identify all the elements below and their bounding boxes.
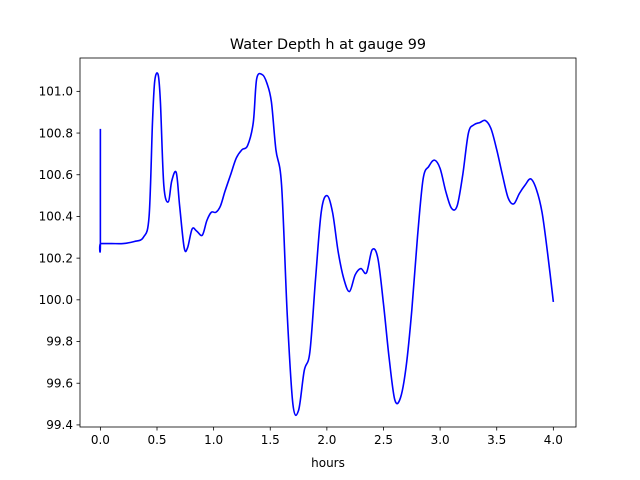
- x-tick-label: 2.5: [374, 433, 393, 447]
- chart-title: Water Depth h at gauge 99: [230, 37, 426, 53]
- plot-area: [79, 57, 577, 428]
- y-tick-label: 99.8: [46, 335, 73, 349]
- x-tick-label: 0.0: [91, 433, 110, 447]
- y-tick-label: 101.0: [39, 85, 73, 99]
- y-tick-label: 100.4: [39, 210, 73, 224]
- y-axis: 99.4 99.6 99.8 100.0 100.2 100.4 100.6 100.8 101…: [39, 85, 80, 432]
- y-tick-label: 100.6: [39, 168, 73, 182]
- y-tick-label: 99.6: [46, 376, 73, 390]
- y-tick-label: 100.8: [39, 126, 73, 140]
- x-axis: 0.0 0.5 1.0 1.5 2.0 2.5 3.0 3.5 4.0: [91, 427, 563, 447]
- y-tick-label: 99.4: [46, 418, 73, 432]
- x-tick-label: 0.5: [147, 433, 166, 447]
- series-line-0: [98, 72, 555, 417]
- x-axis-label: hours: [311, 456, 345, 470]
- y-tick-label: 100.2: [39, 251, 73, 265]
- x-tick-label: 1.5: [261, 433, 280, 447]
- x-tick-label: 3.0: [431, 433, 450, 447]
- x-tick-label: 2.0: [317, 433, 336, 447]
- y-tick-label: 100.0: [39, 293, 73, 307]
- plot-frame: [79, 57, 577, 428]
- x-tick-label: 4.0: [544, 433, 563, 447]
- x-tick-label: 1.0: [204, 433, 223, 447]
- x-tick-label: 3.5: [487, 433, 506, 447]
